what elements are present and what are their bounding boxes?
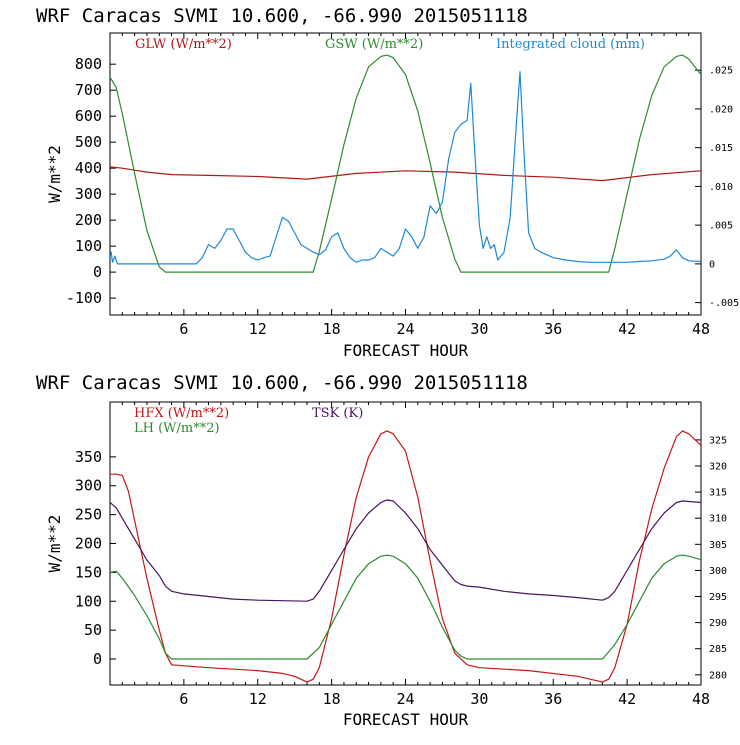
y-tick-label: 250: [75, 506, 102, 524]
y2-tick-label: 280: [709, 670, 727, 681]
x-tick-label: 18: [323, 320, 341, 338]
y2-tick-label: 300: [709, 566, 727, 577]
x-tick-label: 48: [692, 690, 710, 708]
legend-entry-cloud: Integrated cloud (mm): [496, 37, 645, 52]
series-line-gsw: [110, 54, 701, 273]
x-tick-label: 36: [544, 320, 562, 338]
chart-title: WRF Caracas SVMI 10.600, -66.990 2015051…: [36, 5, 528, 27]
x-tick-label: 42: [618, 690, 636, 708]
y-tick-label: 0: [93, 650, 102, 668]
chart-panel-1: WRF Caracas SVMI 10.600, -66.990 2015051…: [36, 5, 739, 360]
legend-entry-glw: GLW (W/m**2): [135, 37, 232, 52]
chart-title: WRF Caracas SVMI 10.600, -66.990 2015051…: [36, 372, 528, 394]
y-axis-title: W/m**2: [45, 515, 64, 573]
y-tick-label: 150: [75, 563, 102, 581]
x-tick-label: 24: [396, 690, 414, 708]
y-tick-label: 600: [75, 107, 102, 125]
y-tick-label: 700: [75, 81, 102, 99]
x-tick-label: 6: [179, 690, 188, 708]
y-tick-label: 800: [75, 55, 102, 73]
y-tick-label: 500: [75, 133, 102, 151]
y-tick-label: 300: [75, 185, 102, 203]
y2-tick-label: .020: [709, 104, 733, 115]
legend-entry-lh: LH (W/m**2): [134, 421, 220, 436]
y2-tick-label: 290: [709, 618, 727, 629]
series-line-glw: [110, 166, 701, 182]
legend-entry-gsw: GSW (W/m**2): [325, 37, 423, 52]
x-axis-title: FORECAST HOUR: [343, 710, 469, 729]
y-tick-label: 200: [75, 211, 102, 229]
x-tick-label: 24: [396, 320, 414, 338]
x-tick-label: 36: [544, 690, 562, 708]
y-tick-label: 350: [75, 448, 102, 466]
y2-tick-label: 315: [709, 488, 727, 499]
y-axis-title: W/m**2: [45, 145, 64, 203]
y2-tick-label: .015: [709, 143, 733, 154]
y2-tick-label: .025: [709, 66, 733, 77]
series-line-tsk: [110, 499, 701, 602]
series-line-hfx: [110, 430, 701, 683]
x-tick-label: 12: [249, 320, 267, 338]
chart-panel-2: WRF Caracas SVMI 10.600, -66.990 2015051…: [36, 372, 727, 729]
x-tick-label: 12: [249, 690, 267, 708]
y-tick-label: 400: [75, 159, 102, 177]
y2-tick-label: 325: [709, 435, 727, 446]
y2-tick-label: 305: [709, 540, 727, 551]
x-tick-label: 6: [179, 320, 188, 338]
legend-entry-hfx: HFX (W/m**2): [134, 406, 229, 421]
y2-tick-label: 0: [709, 259, 715, 270]
y2-tick-label: .005: [709, 221, 733, 232]
y-tick-label: 0: [93, 263, 102, 281]
plot-frame: [109, 401, 702, 686]
y-tick-label: 50: [84, 621, 102, 639]
y2-tick-label: 320: [709, 462, 727, 473]
x-tick-label: 18: [323, 690, 341, 708]
x-tick-label: 30: [470, 690, 488, 708]
x-tick-label: 30: [470, 320, 488, 338]
y-tick-label: 200: [75, 535, 102, 553]
y2-tick-label: 285: [709, 644, 727, 655]
x-tick-label: 42: [618, 320, 636, 338]
y2-tick-label: .010: [709, 182, 733, 193]
legend-entry-tsk: TSK (K): [312, 406, 363, 421]
y2-tick-label: -.005: [709, 298, 739, 309]
x-axis-title: FORECAST HOUR: [343, 341, 469, 360]
y-tick-label: 100: [75, 237, 102, 255]
y-tick-label: 300: [75, 477, 102, 495]
series-line-lh: [110, 554, 701, 660]
x-tick-label: 48: [692, 320, 710, 338]
y-tick-label: -100: [66, 289, 102, 307]
y2-tick-label: 295: [709, 592, 727, 603]
y2-tick-label: 310: [709, 514, 727, 525]
y-tick-label: 100: [75, 592, 102, 610]
series-line-cloud: [110, 71, 701, 265]
